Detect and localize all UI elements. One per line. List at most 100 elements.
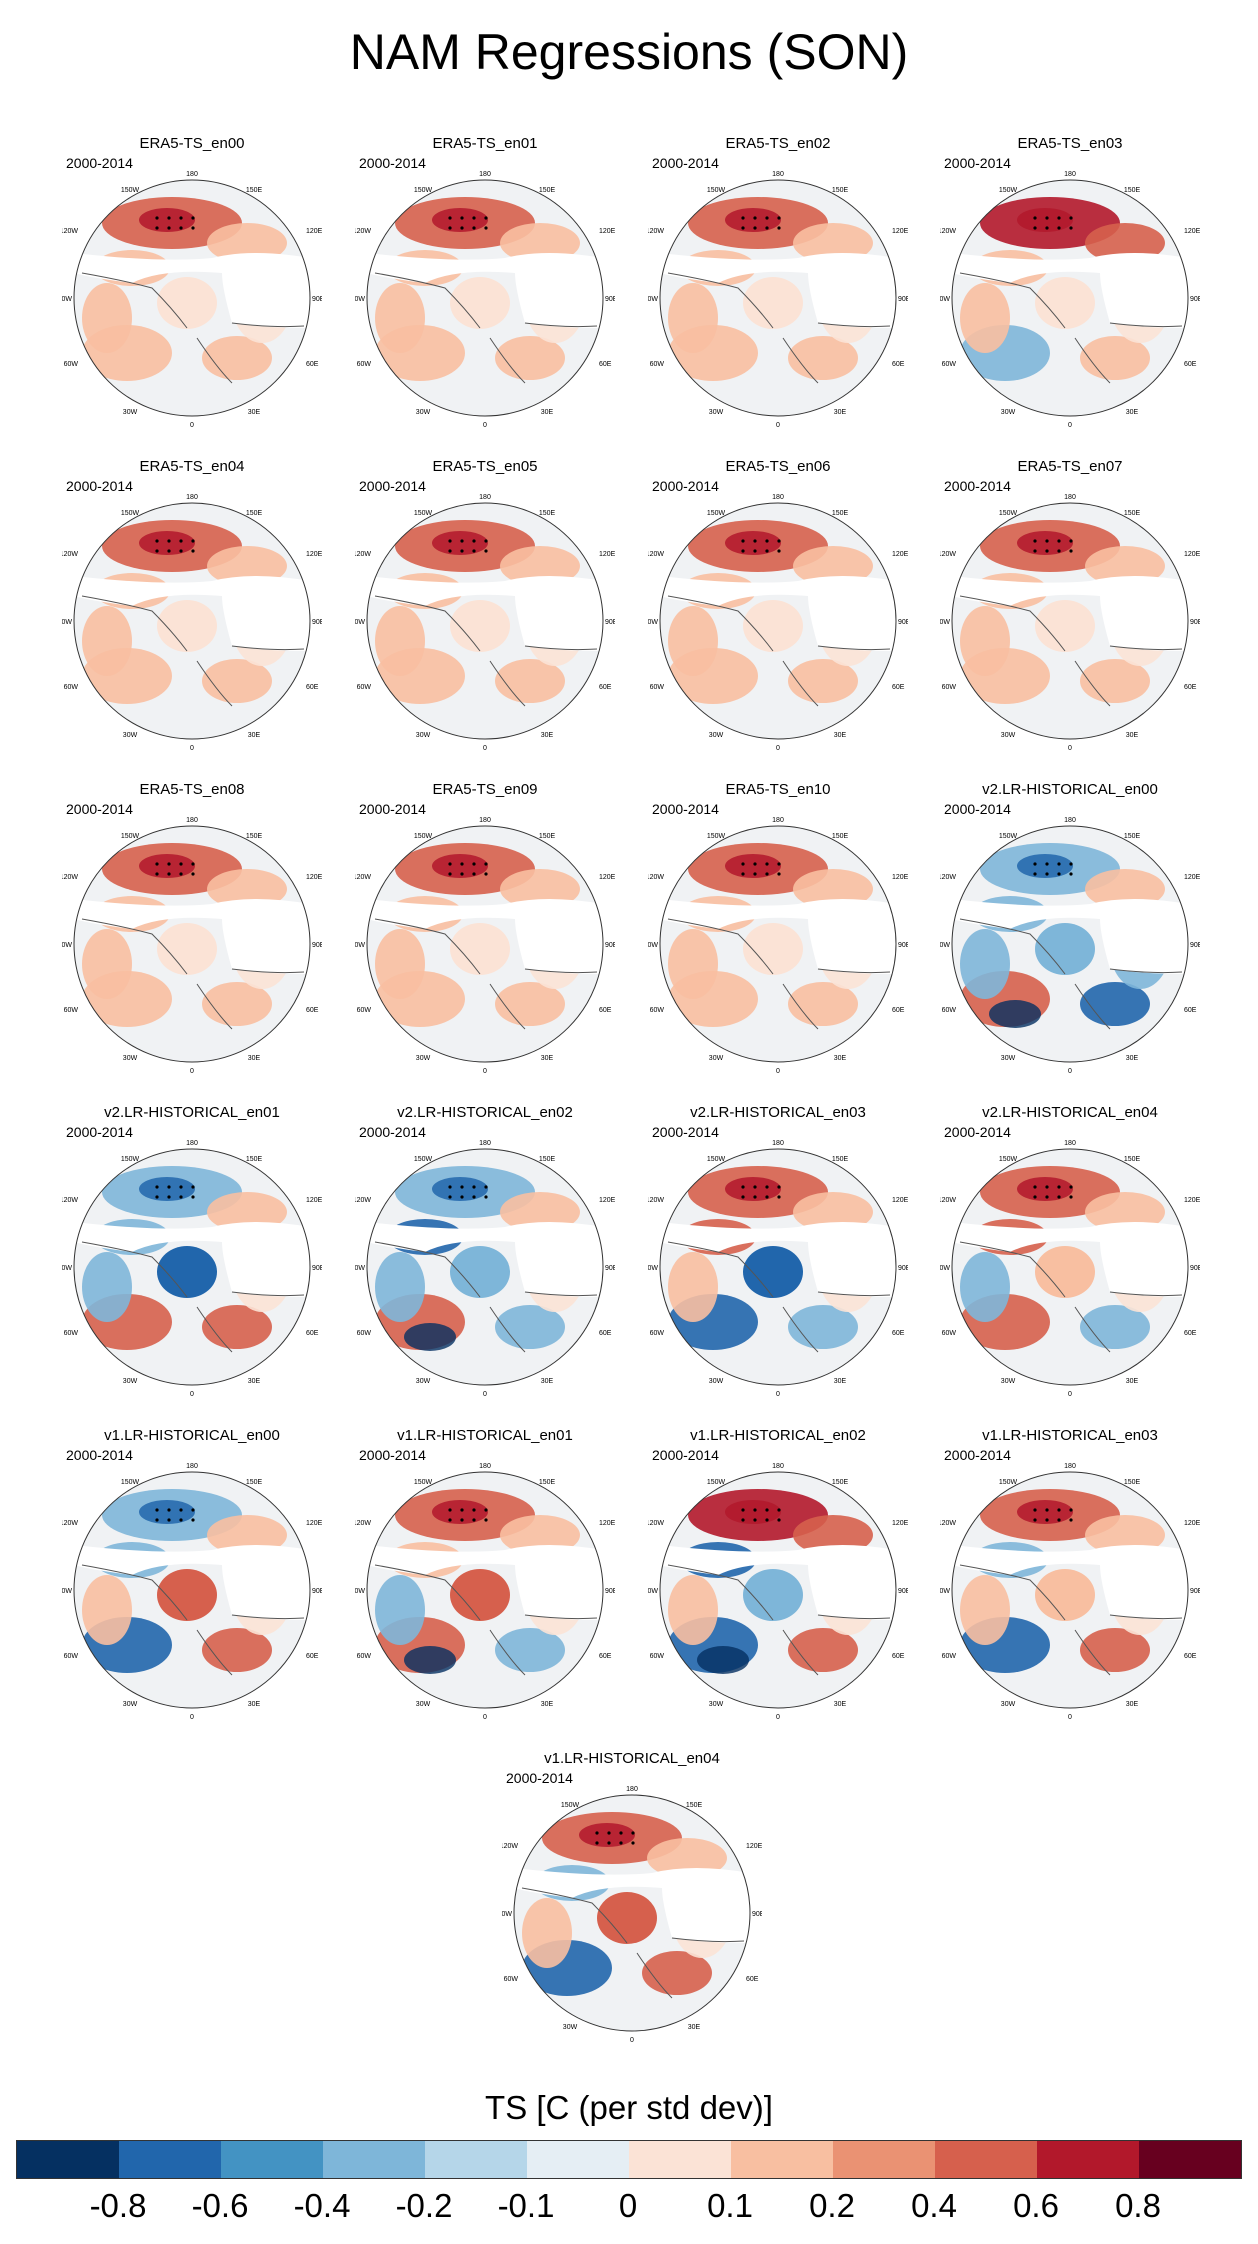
longitude-label: 120W <box>940 874 956 881</box>
masked-region <box>660 1222 896 1297</box>
longitude-label: 120E <box>1184 1197 1200 1204</box>
longitude-label: 0 <box>190 1391 194 1398</box>
longitude-label: 0 <box>1068 745 1072 752</box>
strong-anomaly-core <box>697 1646 749 1674</box>
longitude-label: 120E <box>892 551 908 558</box>
masked-region <box>660 576 896 651</box>
significance-dot <box>741 872 745 876</box>
longitude-label: 150E <box>539 510 556 517</box>
coastline <box>667 272 891 384</box>
significance-dot <box>472 539 476 543</box>
pacific-core-anomaly <box>725 531 781 555</box>
longitude-label: 180 <box>479 171 491 178</box>
significance-dot <box>741 1185 745 1189</box>
longitude-label: 150E <box>246 1156 263 1163</box>
significance-dot <box>1033 1185 1037 1189</box>
pacific-core-anomaly <box>725 208 781 232</box>
longitude-label: 150E <box>1124 833 1141 840</box>
longitude-label: 150E <box>686 1802 703 1809</box>
longitude-label: 90W <box>355 1588 365 1595</box>
longitude-label: 60W <box>942 1007 957 1014</box>
longitude-label: 180 <box>1064 1140 1076 1147</box>
longitude-label: 90W <box>62 619 72 626</box>
longitude-label: 150E <box>246 1479 263 1486</box>
significance-dot <box>1057 216 1061 220</box>
longitude-label: 120W <box>62 228 78 235</box>
significance-dot <box>1057 1195 1061 1199</box>
longitude-label: 120E <box>746 1843 762 1850</box>
longitude-label: 30W <box>1001 1701 1016 1708</box>
panel-title: ERA5-TS_en00 <box>139 135 245 152</box>
map-boundary <box>951 1148 1189 1386</box>
longitude-label: 120E <box>306 874 322 881</box>
panel-title: v1.LR-HISTORICAL_en03 <box>982 1427 1158 1444</box>
significance-dot <box>155 216 159 220</box>
map-boundary <box>366 502 604 740</box>
longitude-label: 30E <box>541 1701 554 1708</box>
significance-dot <box>155 1195 159 1199</box>
longitude-label: 60W <box>64 1653 79 1660</box>
significance-dot <box>1045 862 1049 866</box>
map-panel: ERA5-TS_en08 2000-2014 180 150W 150E 120W 120E… <box>62 781 322 1081</box>
longitude-label: 30W <box>123 732 138 739</box>
significance-dot <box>631 1831 635 1835</box>
longitude-label: 90W <box>648 1265 658 1272</box>
masked-region <box>514 1868 750 1943</box>
longitude-label: 60E <box>1184 1007 1197 1014</box>
longitude-label: 90E <box>898 1265 908 1272</box>
masked-region <box>367 899 603 974</box>
longitude-label: 150W <box>999 510 1018 517</box>
longitude-label: 60W <box>650 361 665 368</box>
significance-dot <box>777 1195 781 1199</box>
significance-dot <box>460 549 464 553</box>
pacific-core-anomaly <box>139 854 195 878</box>
longitude-label: 60W <box>942 684 957 691</box>
longitude-label: 0 <box>1068 1068 1072 1075</box>
longitude-label: 90W <box>62 942 72 949</box>
greenland-sea-anomaly <box>82 283 132 353</box>
longitude-label: 180 <box>772 494 784 501</box>
significance-dot <box>1033 872 1037 876</box>
longitude-label: 0 <box>483 1068 487 1075</box>
longitude-label: 120E <box>306 1197 322 1204</box>
panel-title: v1.LR-HISTORICAL_en04 <box>544 1750 720 1767</box>
significance-dot <box>155 226 159 230</box>
greenland-sea-anomaly <box>82 1575 132 1645</box>
significance-dot <box>472 1518 476 1522</box>
longitude-label: 120W <box>940 551 956 558</box>
longitude-label: 150W <box>999 833 1018 840</box>
colorbar-segment <box>1037 2141 1139 2178</box>
significance-dot <box>448 1518 452 1522</box>
panel-period: 2000-2014 <box>359 155 426 171</box>
significance-dot <box>472 1185 476 1189</box>
longitude-label: 90E <box>1190 1588 1200 1595</box>
east-asia-anomaly <box>1085 223 1165 263</box>
longitude-label: 150W <box>707 833 726 840</box>
longitude-label: 90E <box>312 1265 322 1272</box>
longitude-label: 30E <box>541 1055 554 1062</box>
longitude-label: 0 <box>483 745 487 752</box>
pacific-core-anomaly <box>432 1177 488 1201</box>
arctic-anomaly <box>743 1246 803 1298</box>
longitude-label: 60W <box>650 1653 665 1660</box>
significance-dot <box>448 1508 452 1512</box>
longitude-label: 150W <box>707 510 726 517</box>
coastline <box>81 1241 305 1353</box>
longitude-label: 90E <box>312 1588 322 1595</box>
significance-dot <box>191 862 195 866</box>
longitude-label: 30E <box>248 1701 261 1708</box>
significance-dot <box>179 549 183 553</box>
longitude-label: 60W <box>357 684 372 691</box>
longitude-label: 120E <box>599 874 615 881</box>
longitude-label: 90W <box>940 619 950 626</box>
east-asia-anomaly <box>793 869 873 909</box>
significance-dot <box>484 226 488 230</box>
significance-dot <box>448 862 452 866</box>
map-boundary <box>513 1794 751 2032</box>
panel-period: 2000-2014 <box>652 478 719 494</box>
longitude-label: 150W <box>707 187 726 194</box>
longitude-label: 90E <box>1190 942 1200 949</box>
greenland-sea-anomaly <box>82 1252 132 1322</box>
significance-dot <box>741 862 745 866</box>
east-asia-anomaly <box>1085 1515 1165 1555</box>
